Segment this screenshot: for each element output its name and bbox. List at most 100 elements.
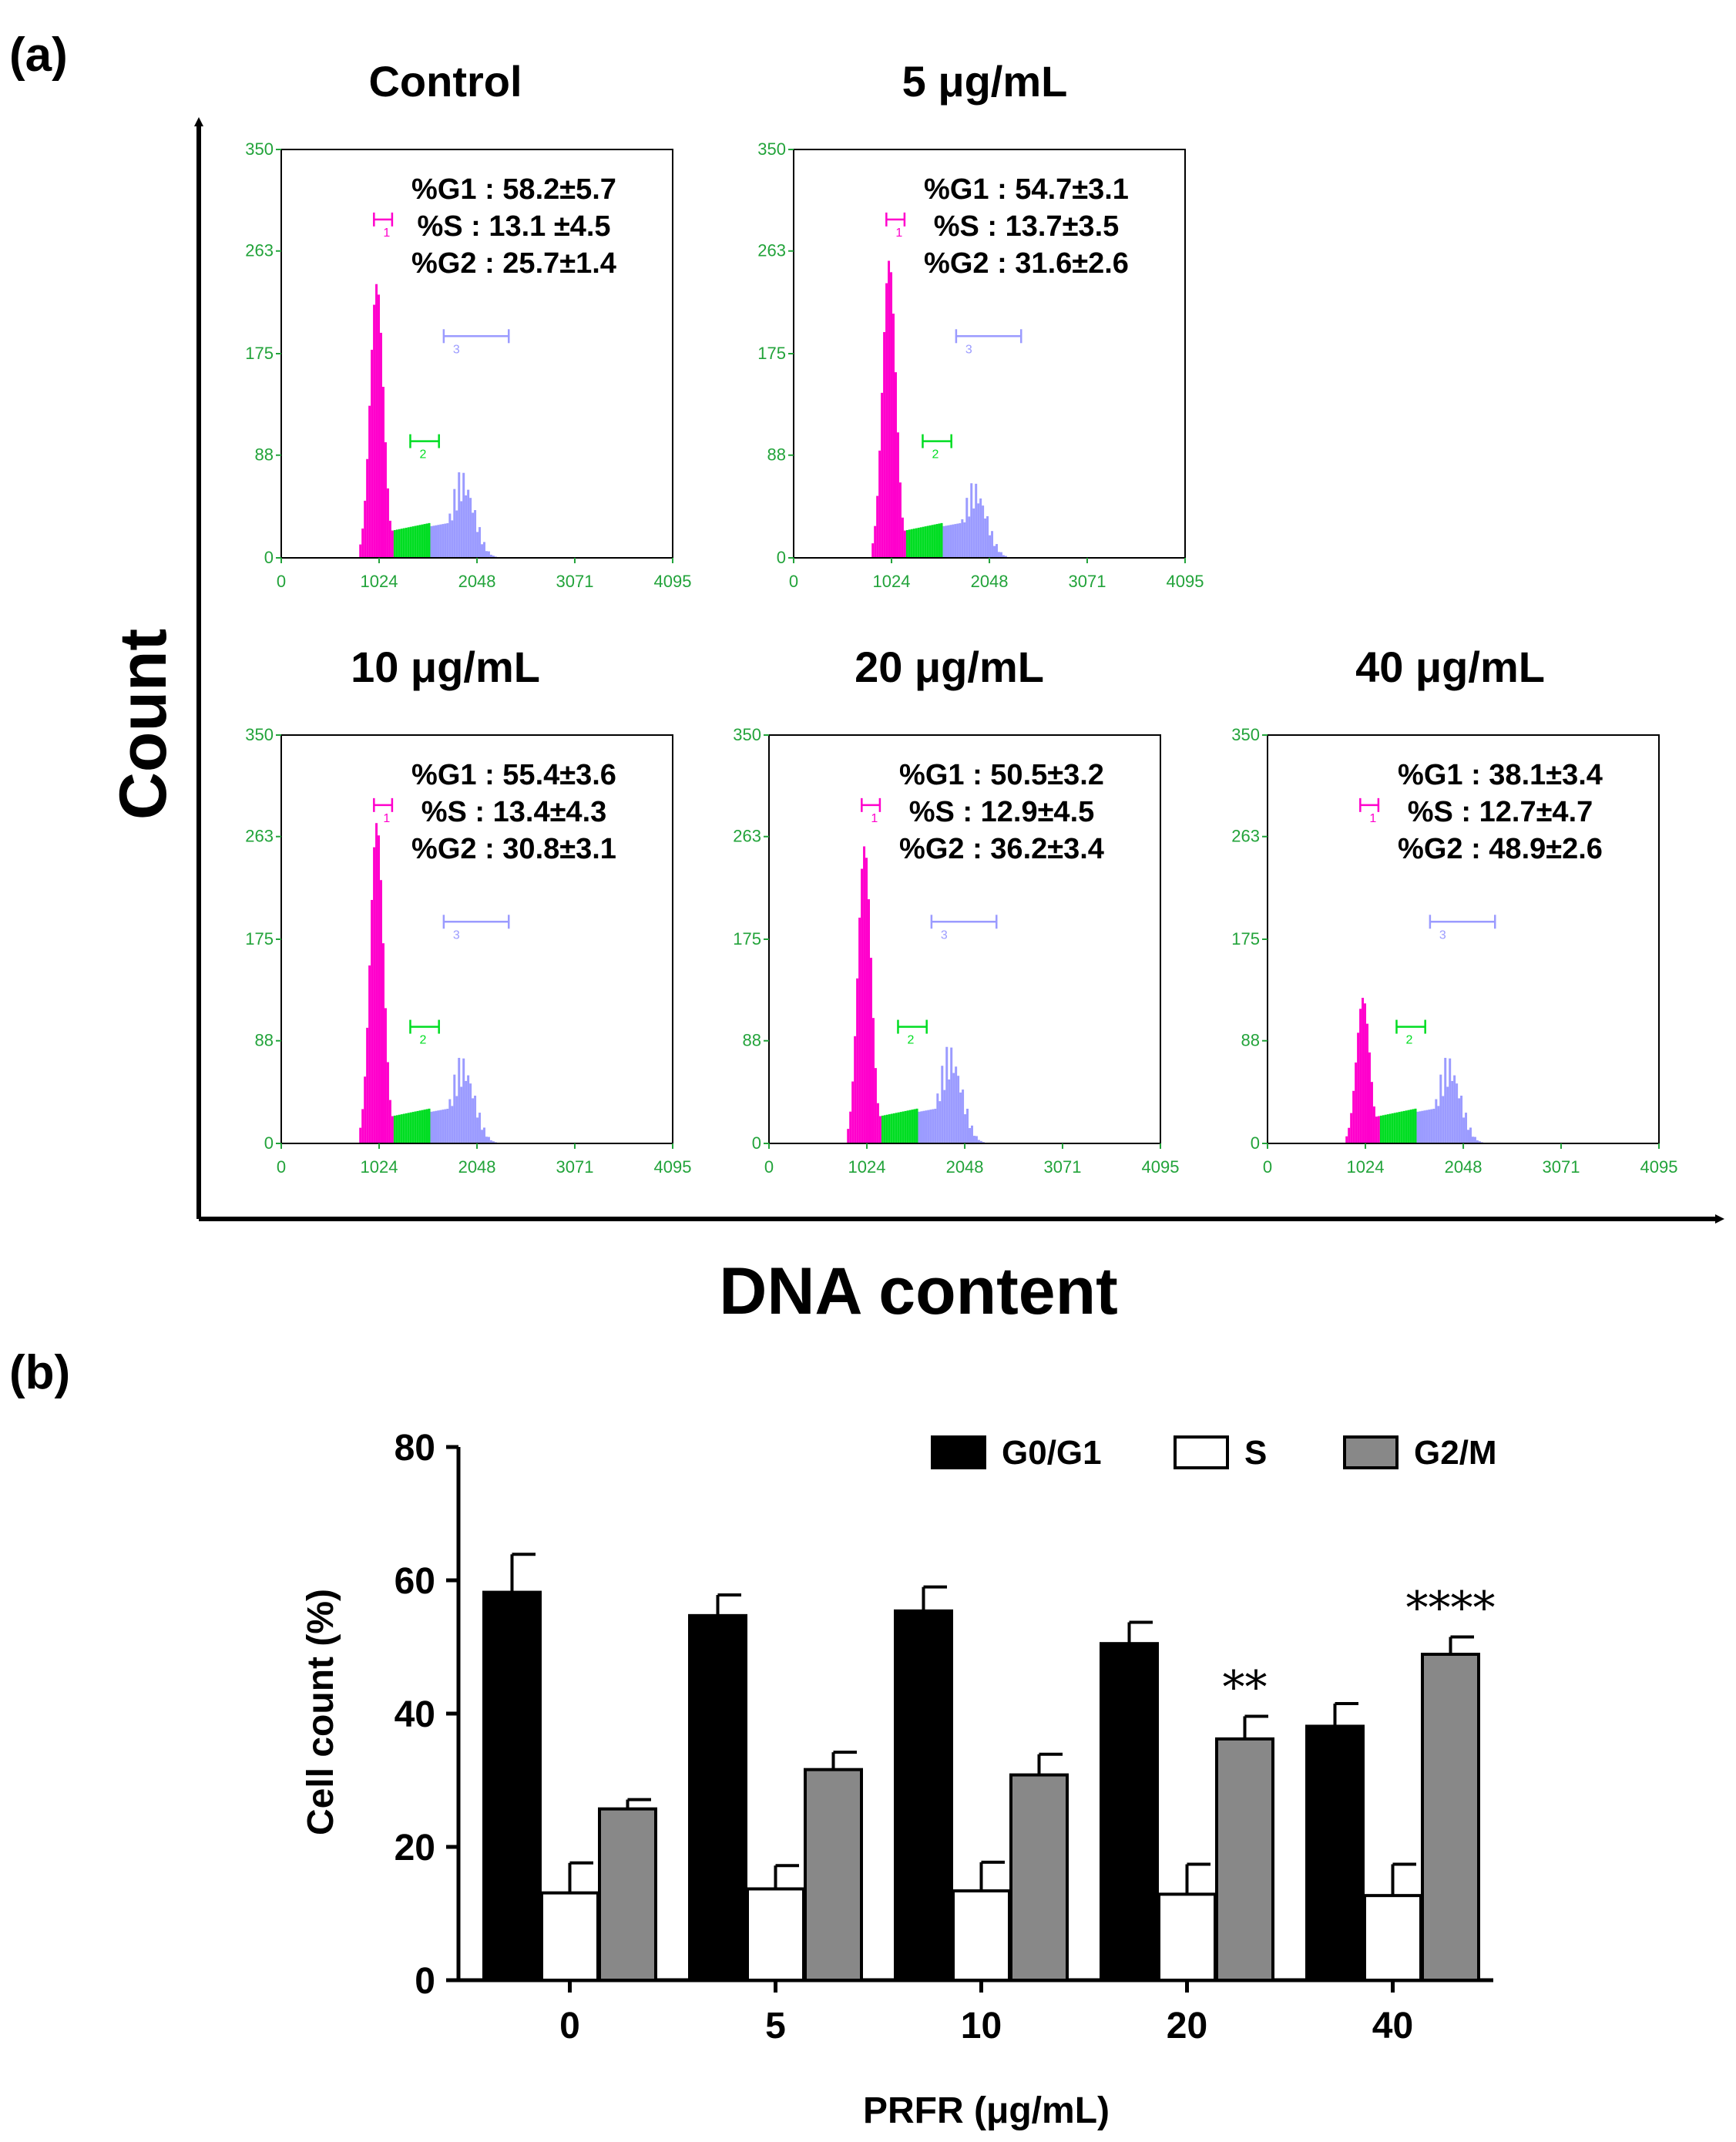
histogram-bin <box>1345 1136 1348 1143</box>
histogram-bin <box>868 899 871 1143</box>
histogram-bin <box>1405 1110 1408 1143</box>
histogram-bin <box>476 532 479 558</box>
histogram-ytick-label: 350 <box>245 139 274 159</box>
histogram-bin <box>405 1113 408 1143</box>
histogram-bin <box>460 1086 463 1143</box>
histogram-title: 40 μg/mL <box>1355 643 1545 691</box>
gate-marker-ff00cc: 1 <box>885 212 906 240</box>
histogram-bin <box>380 332 383 558</box>
histogram-bin <box>382 943 384 1143</box>
histogram-bin <box>1393 1113 1396 1143</box>
legend-swatch <box>1174 1435 1229 1469</box>
legend-label: S <box>1244 1434 1267 1472</box>
histogram-xtick-label: 3071 <box>556 572 593 591</box>
histogram-bin <box>458 472 461 558</box>
histogram-stat: %G2 : 31.6±2.6 <box>924 247 1129 280</box>
histogram-bin <box>948 1079 951 1143</box>
bar-s <box>1157 1892 1217 1983</box>
histogram-bin <box>888 1114 891 1143</box>
histogram-bin <box>483 1127 485 1143</box>
histogram-bin <box>975 1136 978 1143</box>
histogram-bin <box>418 525 421 558</box>
histogram-bin <box>954 524 957 558</box>
histogram-bin <box>1430 1109 1433 1143</box>
histogram-bin <box>1467 1130 1470 1143</box>
histogram-bin <box>384 1008 387 1143</box>
histogram-bin <box>969 1128 972 1143</box>
gate-number: 1 <box>383 812 390 825</box>
histogram-xtick-label: 2048 <box>971 572 1009 591</box>
histogram-bin <box>485 551 488 558</box>
histogram-bin <box>892 314 895 558</box>
histogram-bin <box>485 1136 488 1143</box>
bar-g2m <box>1215 1737 1274 1983</box>
histogram-bin <box>400 1114 403 1143</box>
histogram-bin <box>1449 1058 1452 1143</box>
histogram-xtick-label: 0 <box>764 1157 774 1177</box>
histogram-bin <box>959 523 962 558</box>
histogram-bin <box>361 1109 364 1143</box>
histogram-bin <box>421 524 424 558</box>
histogram-bin <box>934 1109 937 1143</box>
histogram-xtick-label: 3071 <box>1068 572 1106 591</box>
histogram-bin <box>993 546 996 558</box>
histogram-bin <box>361 528 364 558</box>
histogram-panel-1: 5 μg/mL 1 2 3 0 88 175 263 350 0 1024 2048 3071 4095%… <box>757 57 1204 591</box>
histogram-bin <box>478 1113 482 1143</box>
histogram-bin <box>375 284 378 558</box>
histogram-ytick-label: 350 <box>757 139 786 159</box>
histogram-bin <box>446 523 449 558</box>
histogram-bin <box>915 528 918 558</box>
histogram-bin <box>1409 1110 1412 1143</box>
histogram-bin <box>999 552 1002 558</box>
gate-number: 3 <box>453 928 460 942</box>
legend-label: G2/M <box>1414 1434 1497 1472</box>
histogram-bin <box>971 1125 973 1143</box>
bar-s <box>952 1889 1011 1983</box>
histogram-bin <box>928 525 932 558</box>
histogram-bin <box>964 1114 967 1143</box>
histogram-bin <box>904 1110 907 1143</box>
histogram-title: 5 μg/mL <box>902 57 1068 106</box>
histogram-bin <box>876 1103 879 1143</box>
histogram-xtick-label: 3071 <box>556 1157 593 1177</box>
histogram-xtick-label: 4095 <box>1167 572 1204 591</box>
histogram-bin <box>395 1115 398 1143</box>
histogram-bin <box>874 1068 877 1143</box>
histogram-bin <box>416 1110 419 1143</box>
histogram-bin <box>455 1096 458 1143</box>
histogram-bin <box>870 958 872 1143</box>
histogram-bin <box>402 528 405 558</box>
bar-s <box>1363 1894 1422 1983</box>
histogram-bin <box>409 1112 412 1143</box>
histogram-bin <box>949 525 952 558</box>
histogram-bin <box>1412 1109 1415 1143</box>
histogram-bin <box>883 1115 886 1143</box>
histogram-bin <box>378 835 381 1143</box>
histogram-bin <box>905 529 908 558</box>
gate-marker-00dd22: 2 <box>897 1019 928 1047</box>
histogram-bin <box>1407 1110 1410 1143</box>
histogram-bin <box>854 1036 857 1143</box>
histogram-bin <box>849 1111 852 1143</box>
bar-g0g1 <box>1100 1642 1159 1983</box>
gate-marker-9b9bff: 3 <box>442 329 510 356</box>
histogram-bin <box>851 1081 855 1143</box>
histogram-bin <box>448 513 452 558</box>
histogram-bin <box>462 1058 465 1143</box>
histogram-bin <box>922 1110 925 1143</box>
histogram-bin <box>1414 1108 1417 1143</box>
histogram-bin <box>1355 1063 1358 1143</box>
histogram-bin <box>1458 1098 1461 1143</box>
histogram-bin <box>945 525 948 558</box>
histogram-bin <box>481 544 484 558</box>
histogram-xtick-label: 2048 <box>458 1157 496 1177</box>
histogram-bin <box>1364 1003 1367 1143</box>
gate-marker-00dd22: 2 <box>409 1019 440 1047</box>
histogram-bin <box>411 1112 415 1143</box>
histogram-bin <box>391 1116 394 1143</box>
histogram-bin <box>409 526 412 558</box>
histogram-ytick-label: 263 <box>757 241 786 260</box>
histogram-ytick-label: 88 <box>1241 1031 1260 1050</box>
gate-number: 3 <box>965 343 972 356</box>
